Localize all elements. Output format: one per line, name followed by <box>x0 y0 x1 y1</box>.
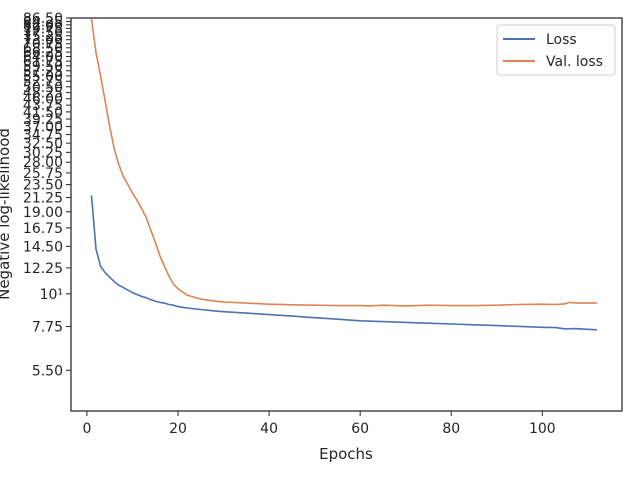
series-lines <box>90 18 598 331</box>
y-tick-label: 55.00 <box>23 69 63 85</box>
y-tick-label: 5.50 <box>32 363 63 379</box>
legend-box <box>496 24 616 76</box>
plot-area <box>70 17 623 412</box>
x-tick-label: 0 <box>82 421 91 437</box>
y-axis-ticks: 5.50 7.75 10¹ 12.25 14.50 16.7519.0021.2523.5… <box>23 11 71 379</box>
x-tick-label: 20 <box>169 421 187 437</box>
legend-loss-label: Loss <box>546 32 577 48</box>
y-tick-label: 57.25 <box>23 64 63 80</box>
y-tick-label: 30.25 <box>23 145 63 161</box>
y-tick-label: 32.50 <box>23 136 63 152</box>
y-tick-label: 61.75 <box>23 54 63 70</box>
y-tick-label: 43.75 <box>23 98 63 114</box>
legend: Loss Val. loss <box>496 24 616 76</box>
y-tick-label: 59.50 <box>23 59 63 75</box>
y-tick-label: 75.25 <box>23 29 63 45</box>
y-tick-label: 41.50 <box>23 105 63 121</box>
y-tick-label: 21.25 <box>23 190 63 206</box>
y-tick-label: 25.75 <box>23 166 63 182</box>
y-tick-label: 23.50 <box>23 178 63 194</box>
y-tick-label: 66.25 <box>23 45 63 61</box>
y-tick-label: 79.75 <box>23 21 63 37</box>
x-tick-label: 80 <box>442 421 460 437</box>
x-tick-label: 40 <box>260 421 278 437</box>
y-tick-label: 86.50 <box>23 11 63 27</box>
y-tick-label: 28.00 <box>23 155 63 171</box>
y-tick-label: 14.50 <box>23 239 63 255</box>
x-axis-label: Epochs <box>319 445 373 463</box>
y-tick-label: 82.00 <box>23 18 63 34</box>
y-tick-label: 73.00 <box>23 33 63 49</box>
y-tick-label: 46.00 <box>23 92 63 108</box>
y-tick-label: 48.25 <box>23 86 63 102</box>
y-tick-label: 84.25 <box>23 14 63 30</box>
y-tick-label: 68.50 <box>23 41 63 57</box>
legend-val-loss-label: Val. loss <box>546 54 603 70</box>
y-tick-label: 10¹ <box>40 287 63 303</box>
y-tick-label: 64.00 <box>23 50 63 66</box>
series-line-loss <box>90 195 598 331</box>
y-tick-label: 52.75 <box>23 74 63 90</box>
y-tick-label: 39.25 <box>23 112 63 128</box>
y-tick-label: 7.75 <box>32 319 63 335</box>
y-tick-label: 37.00 <box>23 120 63 136</box>
y-tick-label: 19.00 <box>23 205 63 221</box>
y-tick-label: 12.25 <box>23 261 63 277</box>
y-tick-label: 34.75 <box>23 128 63 144</box>
y-tick-label: 77.50 <box>23 25 63 41</box>
y-tick-label: 50.50 <box>23 80 63 96</box>
x-tick-label: 60 <box>351 421 369 437</box>
y-tick-label: 16.75 <box>23 221 63 237</box>
series-line-val-loss <box>90 18 598 307</box>
y-axis-label: Negative log-likelihood <box>0 128 13 300</box>
y-tick-label: 70.75 <box>23 37 63 53</box>
x-tick-label: 100 <box>529 421 556 437</box>
x-axis-ticks: 0 20 40 60 80 100 <box>82 411 556 437</box>
